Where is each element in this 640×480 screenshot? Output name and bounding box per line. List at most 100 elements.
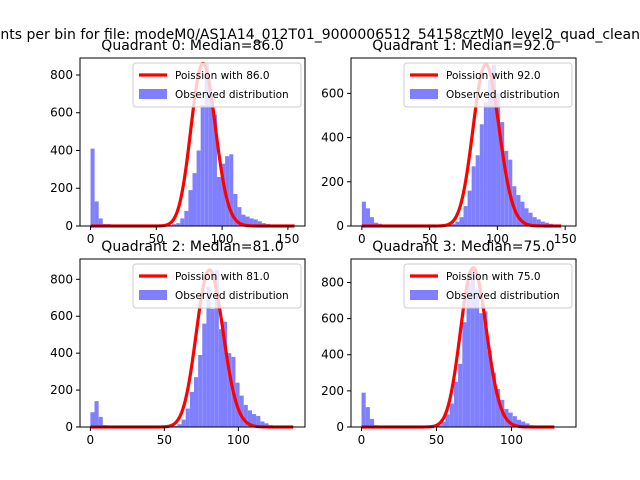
y-tick-label: 200 [50,181,73,195]
legend-box [403,62,573,108]
histogram-bar-30 [212,114,217,226]
y-tick-label: 200 [321,175,344,189]
x-tick-label: 0 [87,232,95,246]
x-tick-label: 100 [486,232,509,246]
histogram-bar-29 [210,308,215,427]
histogram-bar-28 [479,313,484,427]
histogram-bar-37 [241,214,246,226]
histogram-bar-1 [365,407,370,427]
histogram-bar-1 [94,201,99,226]
histogram-bar-39 [252,414,257,427]
y-tick-label: 400 [50,346,73,360]
histogram-bar-2 [98,218,103,226]
histogram-bar-25 [463,206,468,226]
histogram-bar-30 [483,102,488,226]
legend: Poission with 92.0 Observed distribution [403,62,573,108]
axes-frame [350,258,577,428]
subplot-title: Quadrant 2: Median=81.0 [101,239,283,255]
histogram-bar-24 [462,322,467,427]
histogram-bar-27 [200,105,205,226]
axes-frame [79,57,306,227]
histogram-bar-31 [218,329,223,427]
subplot-quadrant-3: 0 50 100 0 200 400 600 800 Quadrant 3: Median=75… [321,239,577,447]
subplot-title: Quadrant 3: Median=75.0 [372,239,554,255]
histogram-bar-32 [222,321,228,427]
legend: Poission with 86.0 Observed distribution [132,62,302,108]
histogram-bar-22 [453,381,459,427]
histogram-bar-42 [264,423,269,427]
histogram-bar-18 [437,425,442,427]
x-tick-label: 50 [149,232,164,246]
subplot-title: Quadrant 0: Median=86.0 [101,38,283,54]
x-tick-label: 0 [358,433,366,447]
figure-title: Counts per bin for file: modeM0/AS1A14_0… [0,27,640,43]
x-tick-label: 50 [422,232,437,246]
y-tick-label: 400 [50,143,73,157]
histogram-bar-23 [184,210,189,226]
histogram-bar-29 [208,95,213,226]
legend-observed-swatch [410,290,438,300]
histogram-bar-38 [247,410,253,427]
histogram-bar-39 [525,423,530,427]
legend: Poission with 75.0 Observed distribution [403,263,573,309]
histogram-bar-27 [474,289,480,427]
x-tick-label: 150 [554,232,577,246]
x-tick-label: 150 [276,232,299,246]
histogram-bar-22 [451,223,456,226]
histogram-bar-21 [177,424,182,427]
histogram-bar-40 [524,208,529,226]
histogram-bar-38 [245,216,250,226]
histogram-bar-41 [260,421,265,427]
y-tick-label: 200 [321,384,344,398]
histogram-bar-26 [196,150,201,226]
y-tick-label: 800 [321,275,344,289]
legend-poisson-label: Poission with 81.0 [175,271,270,283]
legend-poisson-label: Poission with 92.0 [446,70,541,82]
histogram-bar-35 [508,412,513,427]
histogram-bar-21 [176,223,181,226]
histogram-bar-31 [216,176,222,226]
histogram-bar-29 [479,124,484,226]
y-tick-label: 400 [321,348,344,362]
legend-box [132,62,302,108]
legend-observed-swatch [139,290,167,300]
histogram-bar-29 [483,311,488,427]
subplots: 0 50 100 150 0 200 400 600 800 Quadrant 0: Median… [50,38,577,447]
histogram-bar-0 [90,412,95,427]
histogram-bar-30 [487,351,492,427]
histogram-bar-19 [441,421,446,427]
x-tick-label: 0 [87,433,95,447]
histogram-bar-35 [233,193,238,226]
legend-observed-swatch [139,89,167,99]
y-tick-label: 0 [65,420,73,434]
legend-observed-label: Observed distribution [175,290,289,302]
histogram-bar-28 [206,286,211,427]
histogram-bar-28 [204,63,209,227]
histogram-bar-36 [239,395,244,427]
histogram-bar-1 [94,401,99,427]
x-tick-label: 100 [500,433,523,447]
legend-box [132,263,302,309]
histogram-bar-32 [491,64,497,226]
subplot-title: Quadrant 1: Median=92.0 [372,38,554,54]
histogram-bar-26 [470,268,475,427]
y-tick-label: 600 [321,86,344,100]
x-tick-label: 100 [227,433,250,447]
histogram-bar-34 [229,154,234,226]
histogram-bar-38 [521,421,526,427]
histogram-bar-0 [90,148,95,226]
subplot-quadrant-2: 0 50 100 0 200 400 600 800 Quadrant 2: Median=81… [50,239,306,447]
histogram-bar-40 [253,219,258,226]
histogram-bar-23 [458,363,463,427]
y-tick-label: 800 [50,68,73,82]
x-tick-label: 100 [211,232,234,246]
histogram-bar-37 [243,404,248,427]
histogram-bar-3 [374,222,379,226]
histogram-bar-34 [500,122,505,226]
histogram-bar-26 [198,355,203,427]
legend-poisson-label: Poission with 75.0 [446,271,541,283]
histogram-bar-39 [249,218,254,226]
histogram-bar-2 [369,418,375,427]
histogram-bar-2 [369,217,375,226]
